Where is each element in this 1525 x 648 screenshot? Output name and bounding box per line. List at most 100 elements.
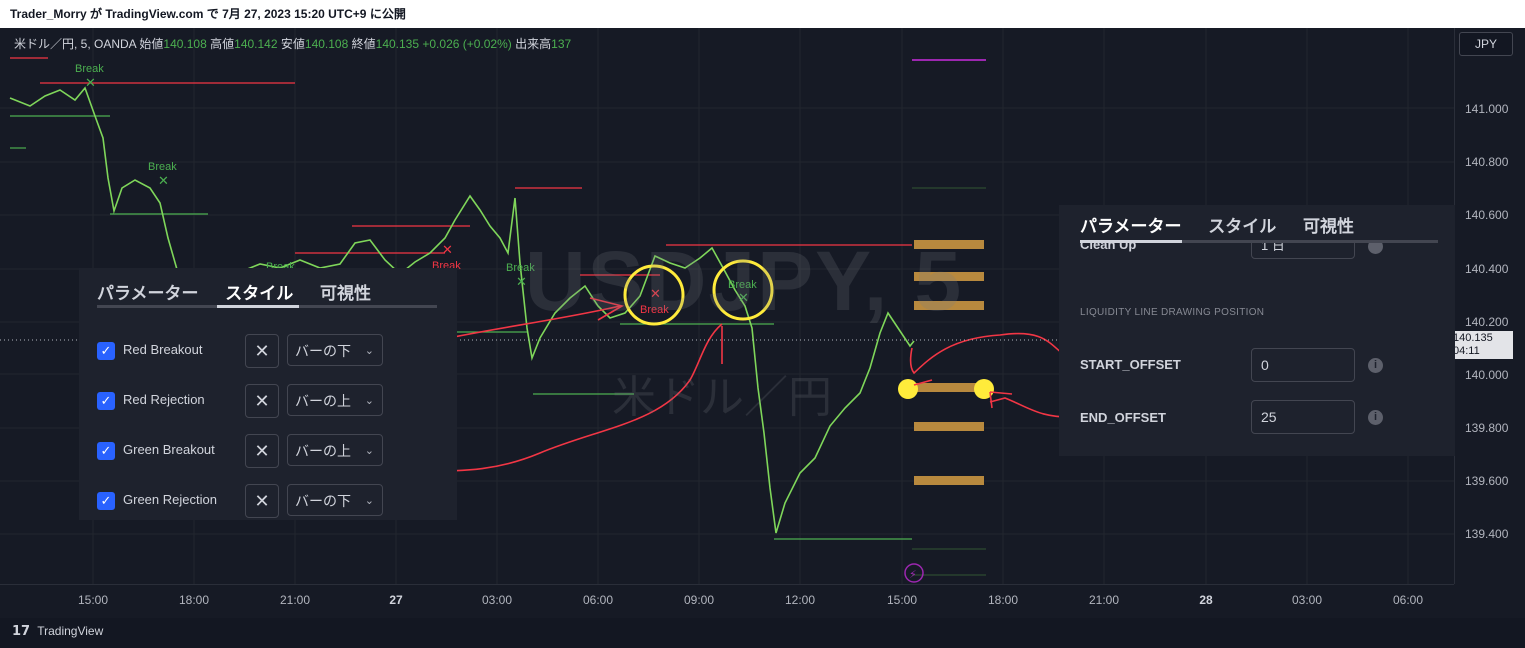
price-label: 140.400 (1465, 262, 1509, 276)
cross-icon[interactable]: ✕ (245, 384, 279, 418)
high-value: 140.142 (234, 37, 278, 51)
liquidity-bars (914, 240, 984, 485)
annotation-circles (623, 259, 774, 326)
footer-brand: TradingView (37, 624, 104, 638)
time-label: 18:00 (178, 593, 210, 607)
close-value: 140.135 (375, 37, 420, 51)
open-label: 始値 (139, 37, 164, 51)
price-label: 139.400 (1465, 527, 1509, 541)
position-select[interactable]: バーの下 ⌄ (287, 334, 383, 366)
position-select[interactable]: バーの上 ⌄ (287, 384, 383, 416)
time-label: 21:00 (279, 593, 311, 607)
time-label: 15:00 (77, 593, 109, 607)
tab-parameters[interactable]: パラメーター (1080, 217, 1182, 236)
annotation-dot (898, 379, 918, 399)
time-label: 09:00 (683, 593, 715, 607)
position-select-value: バーの下 (295, 493, 351, 509)
symbol-watermark: USDJPY, 5 (525, 234, 964, 328)
position-select[interactable]: バーの上 ⌄ (287, 434, 383, 466)
price-label: 140.800 (1465, 155, 1509, 169)
annotation-arrow (589, 297, 625, 321)
green-breakout-checkbox[interactable]: ✓ (97, 442, 115, 460)
time-label: 28 (1199, 593, 1213, 607)
cross-icon[interactable]: ✕ (245, 434, 279, 468)
liquidity-bar (914, 422, 984, 431)
end-offset-label: END_OFFSET (1080, 410, 1166, 425)
tab-style[interactable]: スタイル (1208, 217, 1277, 236)
start-offset-value: 0 (1261, 357, 1269, 373)
break-label: Break (148, 161, 177, 173)
high-label: 高値 (210, 37, 235, 51)
annotation-arrow (909, 332, 1076, 375)
break-x-icon: ✕ (738, 290, 749, 305)
green-breakout-label: Green Breakout (123, 442, 215, 457)
red-breakout-label: Red Breakout (123, 342, 203, 357)
start-offset-input[interactable]: 0 (1251, 348, 1355, 382)
footer: 𝟭𝟳 TradingView (0, 618, 1525, 648)
break-label: Break (506, 262, 535, 274)
current-price: 140.135 (1453, 332, 1493, 344)
lightning-icon (904, 563, 924, 583)
section-title: LIQUIDITY LINE DRAWING POSITION (1080, 307, 1265, 318)
tab-parameters[interactable]: パラメーター (97, 284, 199, 303)
style-row-red-rejection: ✓ Red Rejection ✕ バーの上 ⌄ (97, 384, 437, 418)
change-value: +0.026 (+0.02%) (422, 37, 512, 51)
clean-up-select[interactable]: 1 日 (1251, 243, 1355, 259)
position-select-value: バーの下 (295, 343, 351, 359)
liquidity-bar (914, 240, 984, 249)
style-settings-panel: パラメーター スタイル 可視性 ✓ Red Breakout ✕ バーの下 ⌄ ✓… (79, 268, 457, 520)
chevron-down-icon: ⌄ (364, 345, 374, 357)
break-label: Break (75, 63, 104, 75)
position-select-value: バーの上 (295, 443, 351, 459)
chevron-down-icon: ⌄ (364, 495, 374, 507)
close-label: 終値 (351, 37, 376, 51)
settings-tabs: パラメーター スタイル 可視性 (1080, 212, 1376, 237)
time-label: 15:00 (886, 593, 918, 607)
price-label: 141.000 (1465, 102, 1509, 116)
liquidity-bar (914, 301, 984, 310)
chevron-down-icon: ⌄ (364, 395, 374, 407)
bar-countdown: 04:11 (1453, 345, 1480, 357)
volume-label: 出来高 (515, 37, 552, 51)
clean-up-value: 1 日 (1261, 243, 1285, 253)
current-price-badge: 140.135 04:11 (1447, 331, 1513, 359)
style-row-green-breakout: ✓ Green Breakout ✕ バーの上 ⌄ (97, 434, 437, 468)
time-label: 18:00 (987, 593, 1019, 607)
volume-value: 137 (551, 37, 572, 51)
break-label: Break (728, 279, 757, 291)
price-label: 139.800 (1465, 421, 1509, 435)
tab-underline (97, 305, 437, 308)
end-offset-input[interactable]: 25 (1251, 400, 1355, 434)
open-value: 140.108 (163, 37, 207, 51)
end-offset-value: 25 (1261, 409, 1277, 425)
symbol-info: 米ドル／円, 5, OANDA 始値140.108 高値140.142 安値14… (14, 35, 571, 52)
info-icon[interactable] (1368, 243, 1383, 254)
active-tab-indicator (217, 305, 299, 308)
red-rejection-checkbox[interactable]: ✓ (97, 392, 115, 410)
low-value: 140.108 (304, 37, 349, 51)
price-label: 140.000 (1465, 368, 1509, 382)
style-row-green-rejection: ✓ Green Rejection ✕ バーの下 ⌄ (97, 484, 437, 518)
annotation-circle (623, 264, 685, 326)
low-label: 安値 (280, 37, 305, 51)
break-x-icon: ✕ (442, 242, 453, 257)
scrolled-row: Clean Up 1 日 (1080, 243, 1440, 261)
position-select[interactable]: バーの下 ⌄ (287, 484, 383, 516)
tab-style[interactable]: スタイル (225, 284, 294, 303)
cross-icon[interactable]: ✕ (245, 484, 279, 518)
annotation-arrow (989, 391, 1013, 409)
tab-visibility[interactable]: 可視性 (319, 284, 371, 303)
publish-line: Trader_Morry が TradingView.com で 7月 27, … (10, 7, 406, 21)
cross-icon[interactable]: ✕ (245, 334, 279, 368)
currency-button[interactable]: JPY (1459, 32, 1513, 56)
price-label: 140.600 (1465, 208, 1509, 222)
price-axis[interactable]: 141.000 140.800 140.600 140.400 140.200 … (1454, 28, 1525, 584)
info-icon[interactable]: i (1368, 410, 1383, 425)
tab-visibility[interactable]: 可視性 (1302, 217, 1354, 236)
time-axis[interactable]: 15:00 18:00 21:00 27 03:00 06:00 09:00 1… (0, 584, 1454, 619)
red-breakout-checkbox[interactable]: ✓ (97, 342, 115, 360)
green-rejection-checkbox[interactable]: ✓ (97, 492, 115, 510)
time-label: 03:00 (1291, 593, 1323, 607)
info-icon[interactable]: i (1368, 358, 1383, 373)
liquidity-bar (914, 476, 984, 485)
